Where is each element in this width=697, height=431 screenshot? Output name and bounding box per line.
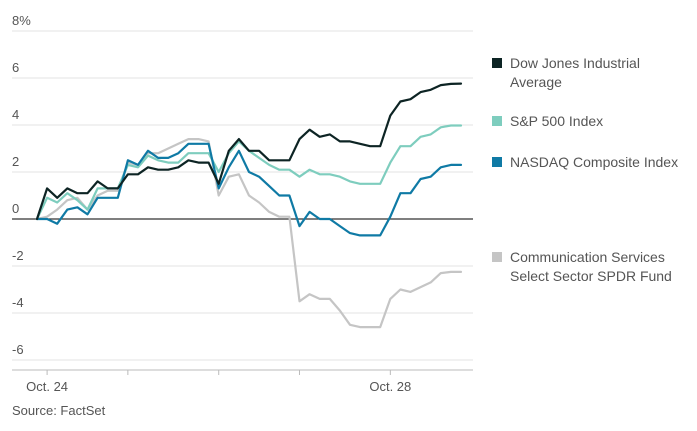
legend-swatch bbox=[492, 252, 502, 262]
legend-label: Dow Jones Industrial bbox=[510, 55, 640, 71]
series-line-2 bbox=[35, 142, 463, 237]
y-tick-label: 8% bbox=[12, 13, 31, 28]
y-tick-label: -4 bbox=[12, 295, 24, 310]
legend-swatch bbox=[492, 58, 502, 68]
y-tick-label: 6 bbox=[12, 60, 19, 75]
x-axis: Oct. 24 Oct. 28 bbox=[12, 369, 473, 394]
series-line-0 bbox=[35, 82, 463, 221]
legend-swatch bbox=[492, 116, 502, 126]
y-tick-label: 0 bbox=[12, 201, 19, 216]
y-tick-label: -6 bbox=[12, 342, 24, 357]
x-tick-label: Oct. 24 bbox=[26, 379, 68, 394]
legend-label: Average bbox=[510, 74, 562, 90]
legend: Dow Jones Industrial Average S&P 500 Index… bbox=[492, 55, 678, 284]
source-note: Source: FactSet bbox=[12, 403, 106, 418]
y-tick-label: 4 bbox=[12, 107, 19, 122]
legend-label: S&P 500 Index bbox=[510, 113, 603, 129]
gridlines bbox=[12, 30, 473, 361]
x-tick-label: Oct. 28 bbox=[369, 379, 411, 394]
y-tick-label: -2 bbox=[12, 248, 24, 263]
legend-label: NASDAQ Composite Index bbox=[510, 154, 678, 170]
y-axis-tick-labels: 8% 6 4 2 0 -2 -4 -6 bbox=[12, 13, 31, 357]
legend-label: Select Sector SPDR Fund bbox=[510, 268, 672, 284]
series-line-3 bbox=[35, 138, 463, 329]
y-tick-label: 2 bbox=[12, 154, 19, 169]
series-lines bbox=[35, 82, 463, 329]
legend-label: Communication Services bbox=[510, 249, 665, 265]
legend-swatch bbox=[492, 157, 502, 167]
